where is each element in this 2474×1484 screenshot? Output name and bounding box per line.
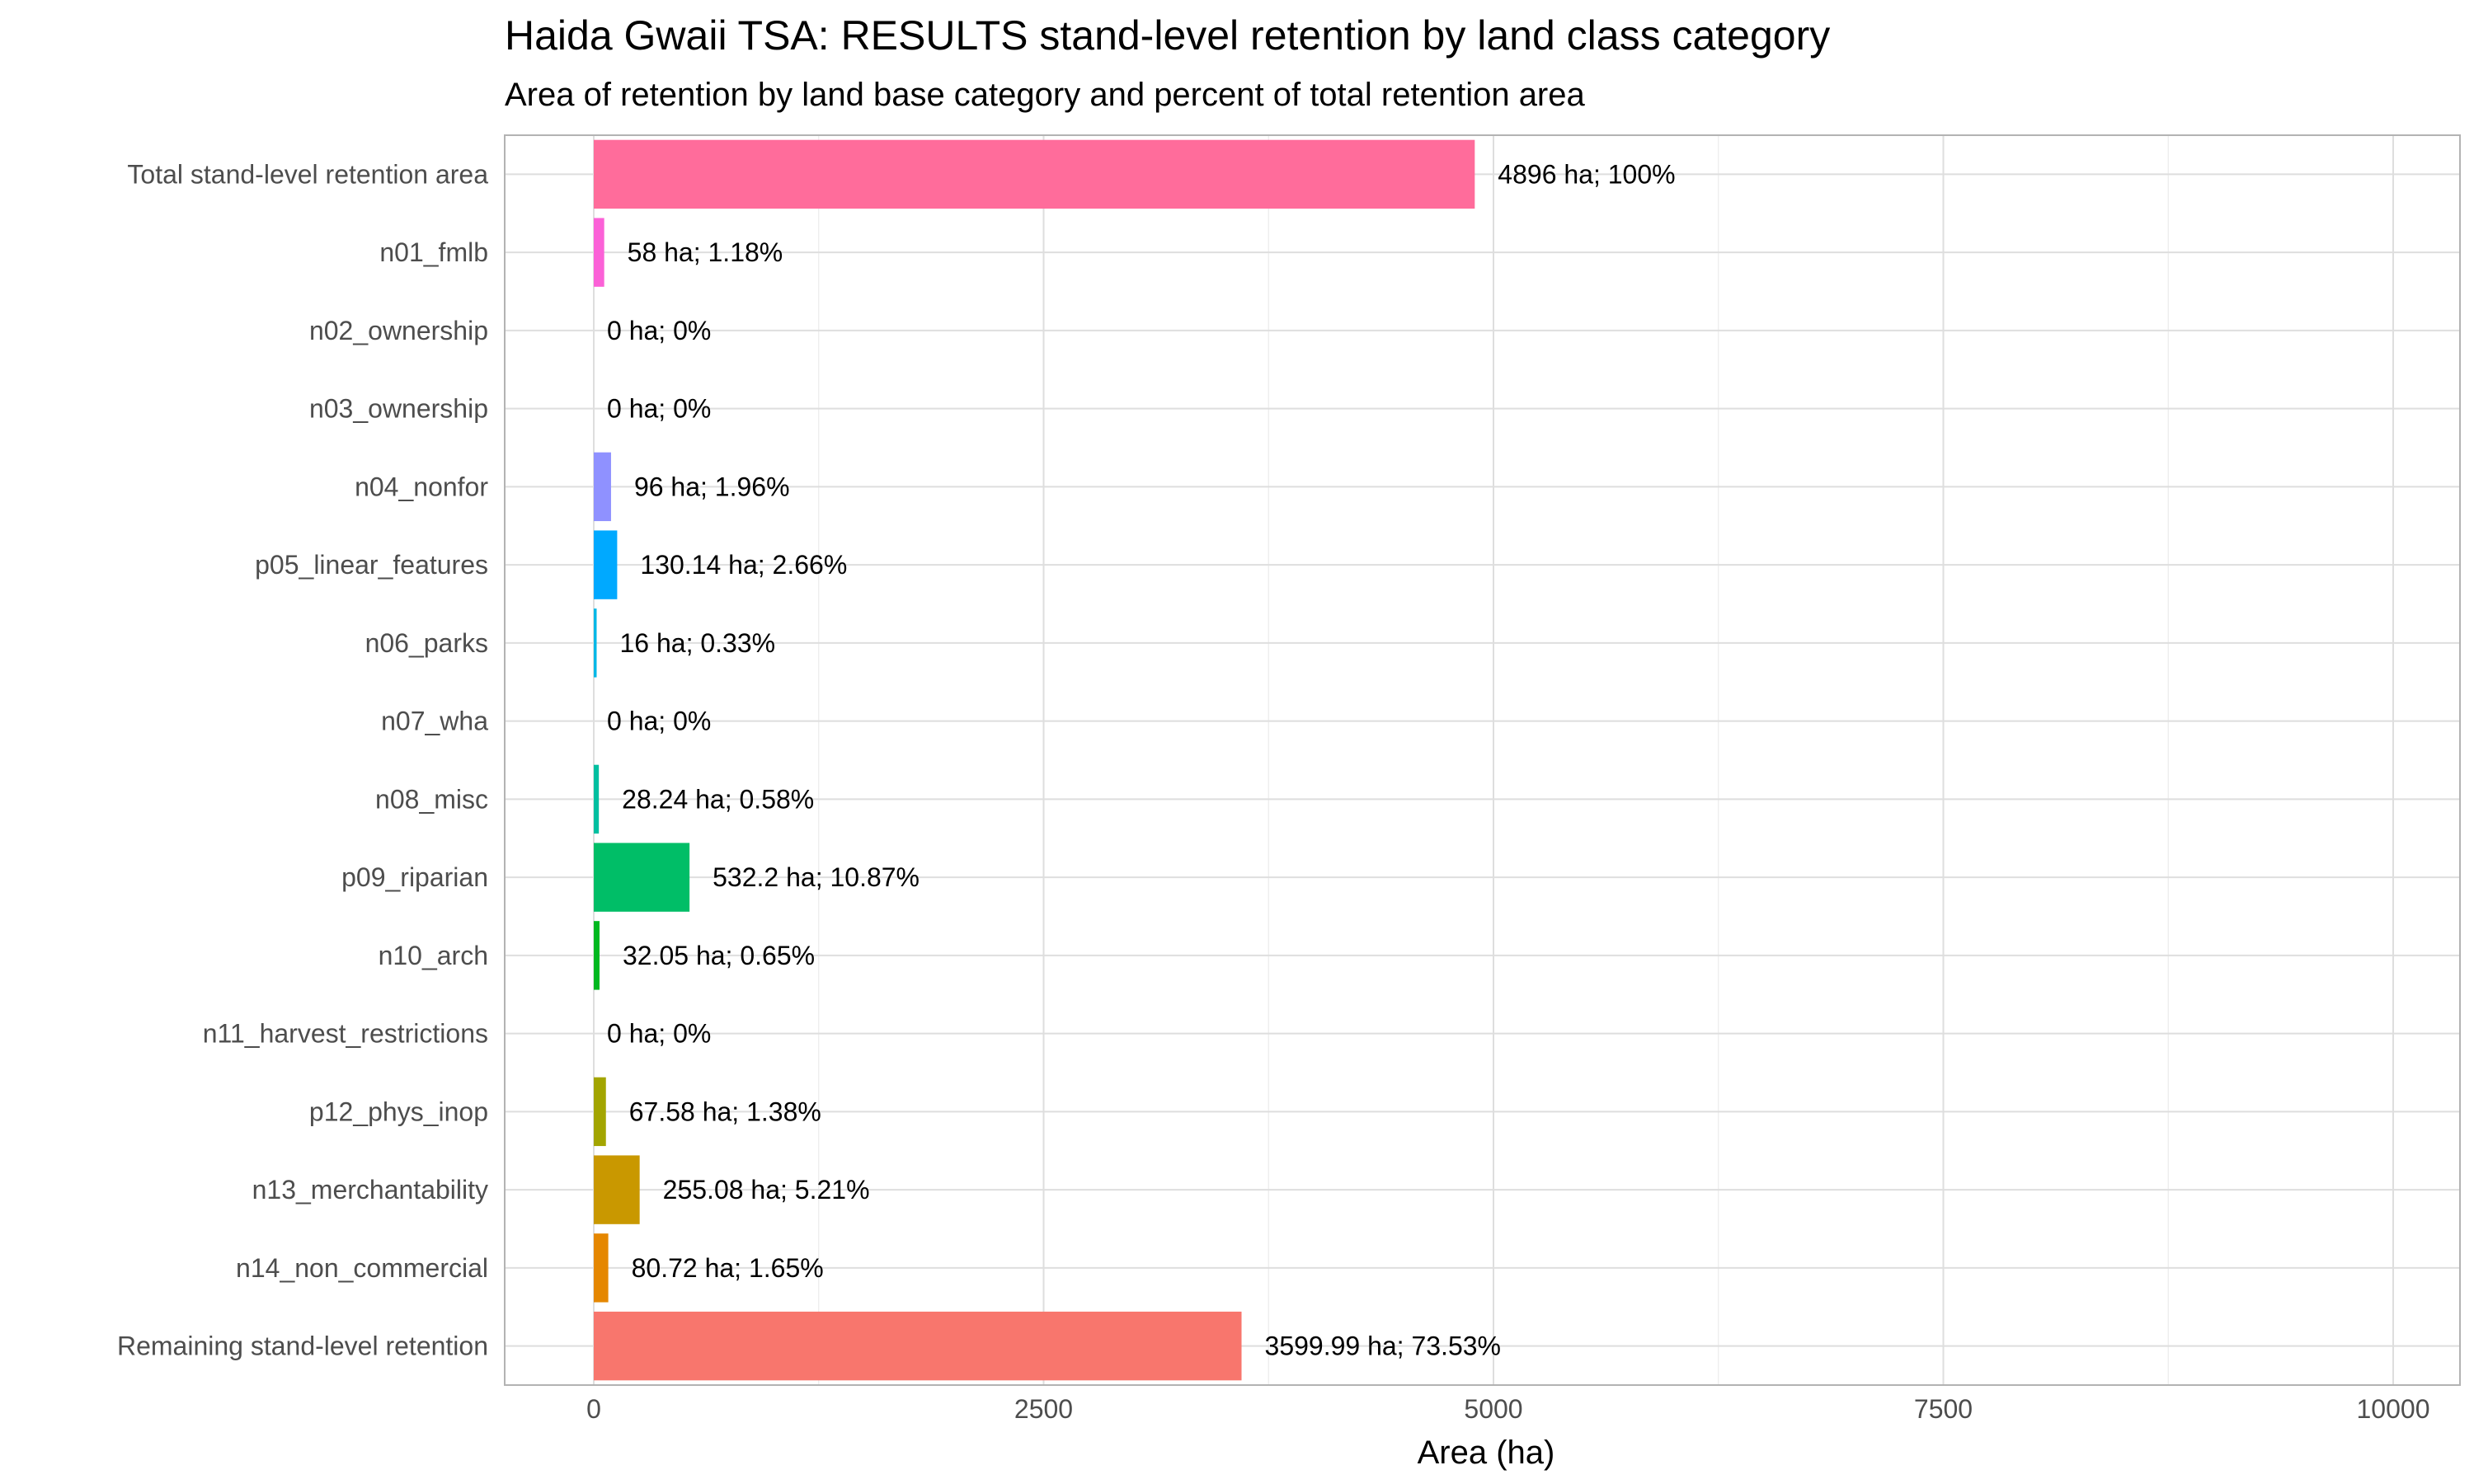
bar-value-label: 0 ha; 0% <box>607 394 711 424</box>
bar <box>594 608 597 678</box>
x-tick-label: 5000 <box>1464 1394 1522 1424</box>
bar-value-label: 4896 ha; 100% <box>1498 159 1675 189</box>
x-axis-title: Area (ha) <box>1418 1435 1555 1471</box>
bar-value-label: 58 ha; 1.18% <box>628 237 783 267</box>
y-category-label: n11_harvest_restrictions <box>203 1019 488 1049</box>
bar-value-label: 255.08 ha; 5.21% <box>663 1175 870 1205</box>
y-category-label: p05_linear_features <box>255 550 488 580</box>
bar-value-label: 96 ha; 1.96% <box>634 472 790 501</box>
y-category-label: Remaining stand-level retention <box>117 1331 488 1361</box>
bar <box>594 921 600 990</box>
bar-value-label: 28.24 ha; 0.58% <box>622 784 814 814</box>
y-category-label: n04_nonfor <box>355 472 488 501</box>
bar <box>594 843 690 912</box>
chart-subtitle: Area of retention by land base category … <box>505 77 1586 113</box>
x-tick-label: 7500 <box>1914 1394 1973 1424</box>
y-category-label: p09_riparian <box>341 862 488 892</box>
y-category-label: n07_wha <box>381 707 488 736</box>
plot-panel-border <box>504 134 2461 1386</box>
x-tick-label: 10000 <box>2357 1394 2430 1424</box>
bar <box>594 764 600 834</box>
bar-value-label: 0 ha; 0% <box>607 1019 711 1049</box>
bar-value-label: 16 ha; 0.33% <box>619 628 775 658</box>
bar <box>594 1155 640 1224</box>
bar <box>594 1311 1242 1381</box>
y-category-label: Total stand-level retention area <box>127 159 488 189</box>
bar <box>594 452 611 522</box>
bar-value-label: 0 ha; 0% <box>607 316 711 345</box>
bar <box>594 1233 609 1303</box>
y-category-label: n14_non_commercial <box>236 1253 488 1283</box>
bars <box>594 139 1475 1381</box>
chart-title: Haida Gwaii TSA: RESULTS stand-level ret… <box>505 12 1830 59</box>
y-category-label: n10_arch <box>379 941 488 970</box>
bar-value-label: 67.58 ha; 1.38% <box>629 1097 821 1126</box>
y-category-label: p12_phys_inop <box>309 1097 488 1126</box>
grid <box>505 135 2460 1385</box>
bar <box>594 1077 606 1147</box>
bar-value-label: 130.14 ha; 2.66% <box>640 550 847 580</box>
y-category-label: n13_merchantability <box>252 1175 488 1205</box>
y-category-label: n06_parks <box>365 628 488 658</box>
bar-value-label: 0 ha; 0% <box>607 707 711 736</box>
bar-value-label: 3599.99 ha; 73.53% <box>1265 1331 1501 1361</box>
bar <box>594 218 604 287</box>
y-category-label: n08_misc <box>375 784 488 814</box>
bar <box>594 530 618 599</box>
y-category-label: n01_fmlb <box>379 237 488 267</box>
x-axis-tick-labels: 0 2500 5000 7500 10000 <box>586 1394 2429 1424</box>
bar-value-label: 80.72 ha; 1.65% <box>632 1253 824 1283</box>
y-axis-category-labels: Total stand-level retention area n01_fmlb… <box>117 159 488 1360</box>
x-tick-label: 2500 <box>1014 1394 1073 1424</box>
y-category-label: n02_ownership <box>309 316 488 345</box>
bar-value-label: 32.05 ha; 0.65% <box>623 941 815 970</box>
bar-value-label: 532.2 ha; 10.87% <box>713 862 920 892</box>
data-labels: 4896 ha; 100% 58 ha; 1.18% 0 ha; 0% 0 ha; 0… <box>607 159 1676 1360</box>
x-tick-label: 0 <box>586 1394 601 1424</box>
bar <box>594 139 1475 209</box>
y-category-label: n03_ownership <box>309 394 488 424</box>
